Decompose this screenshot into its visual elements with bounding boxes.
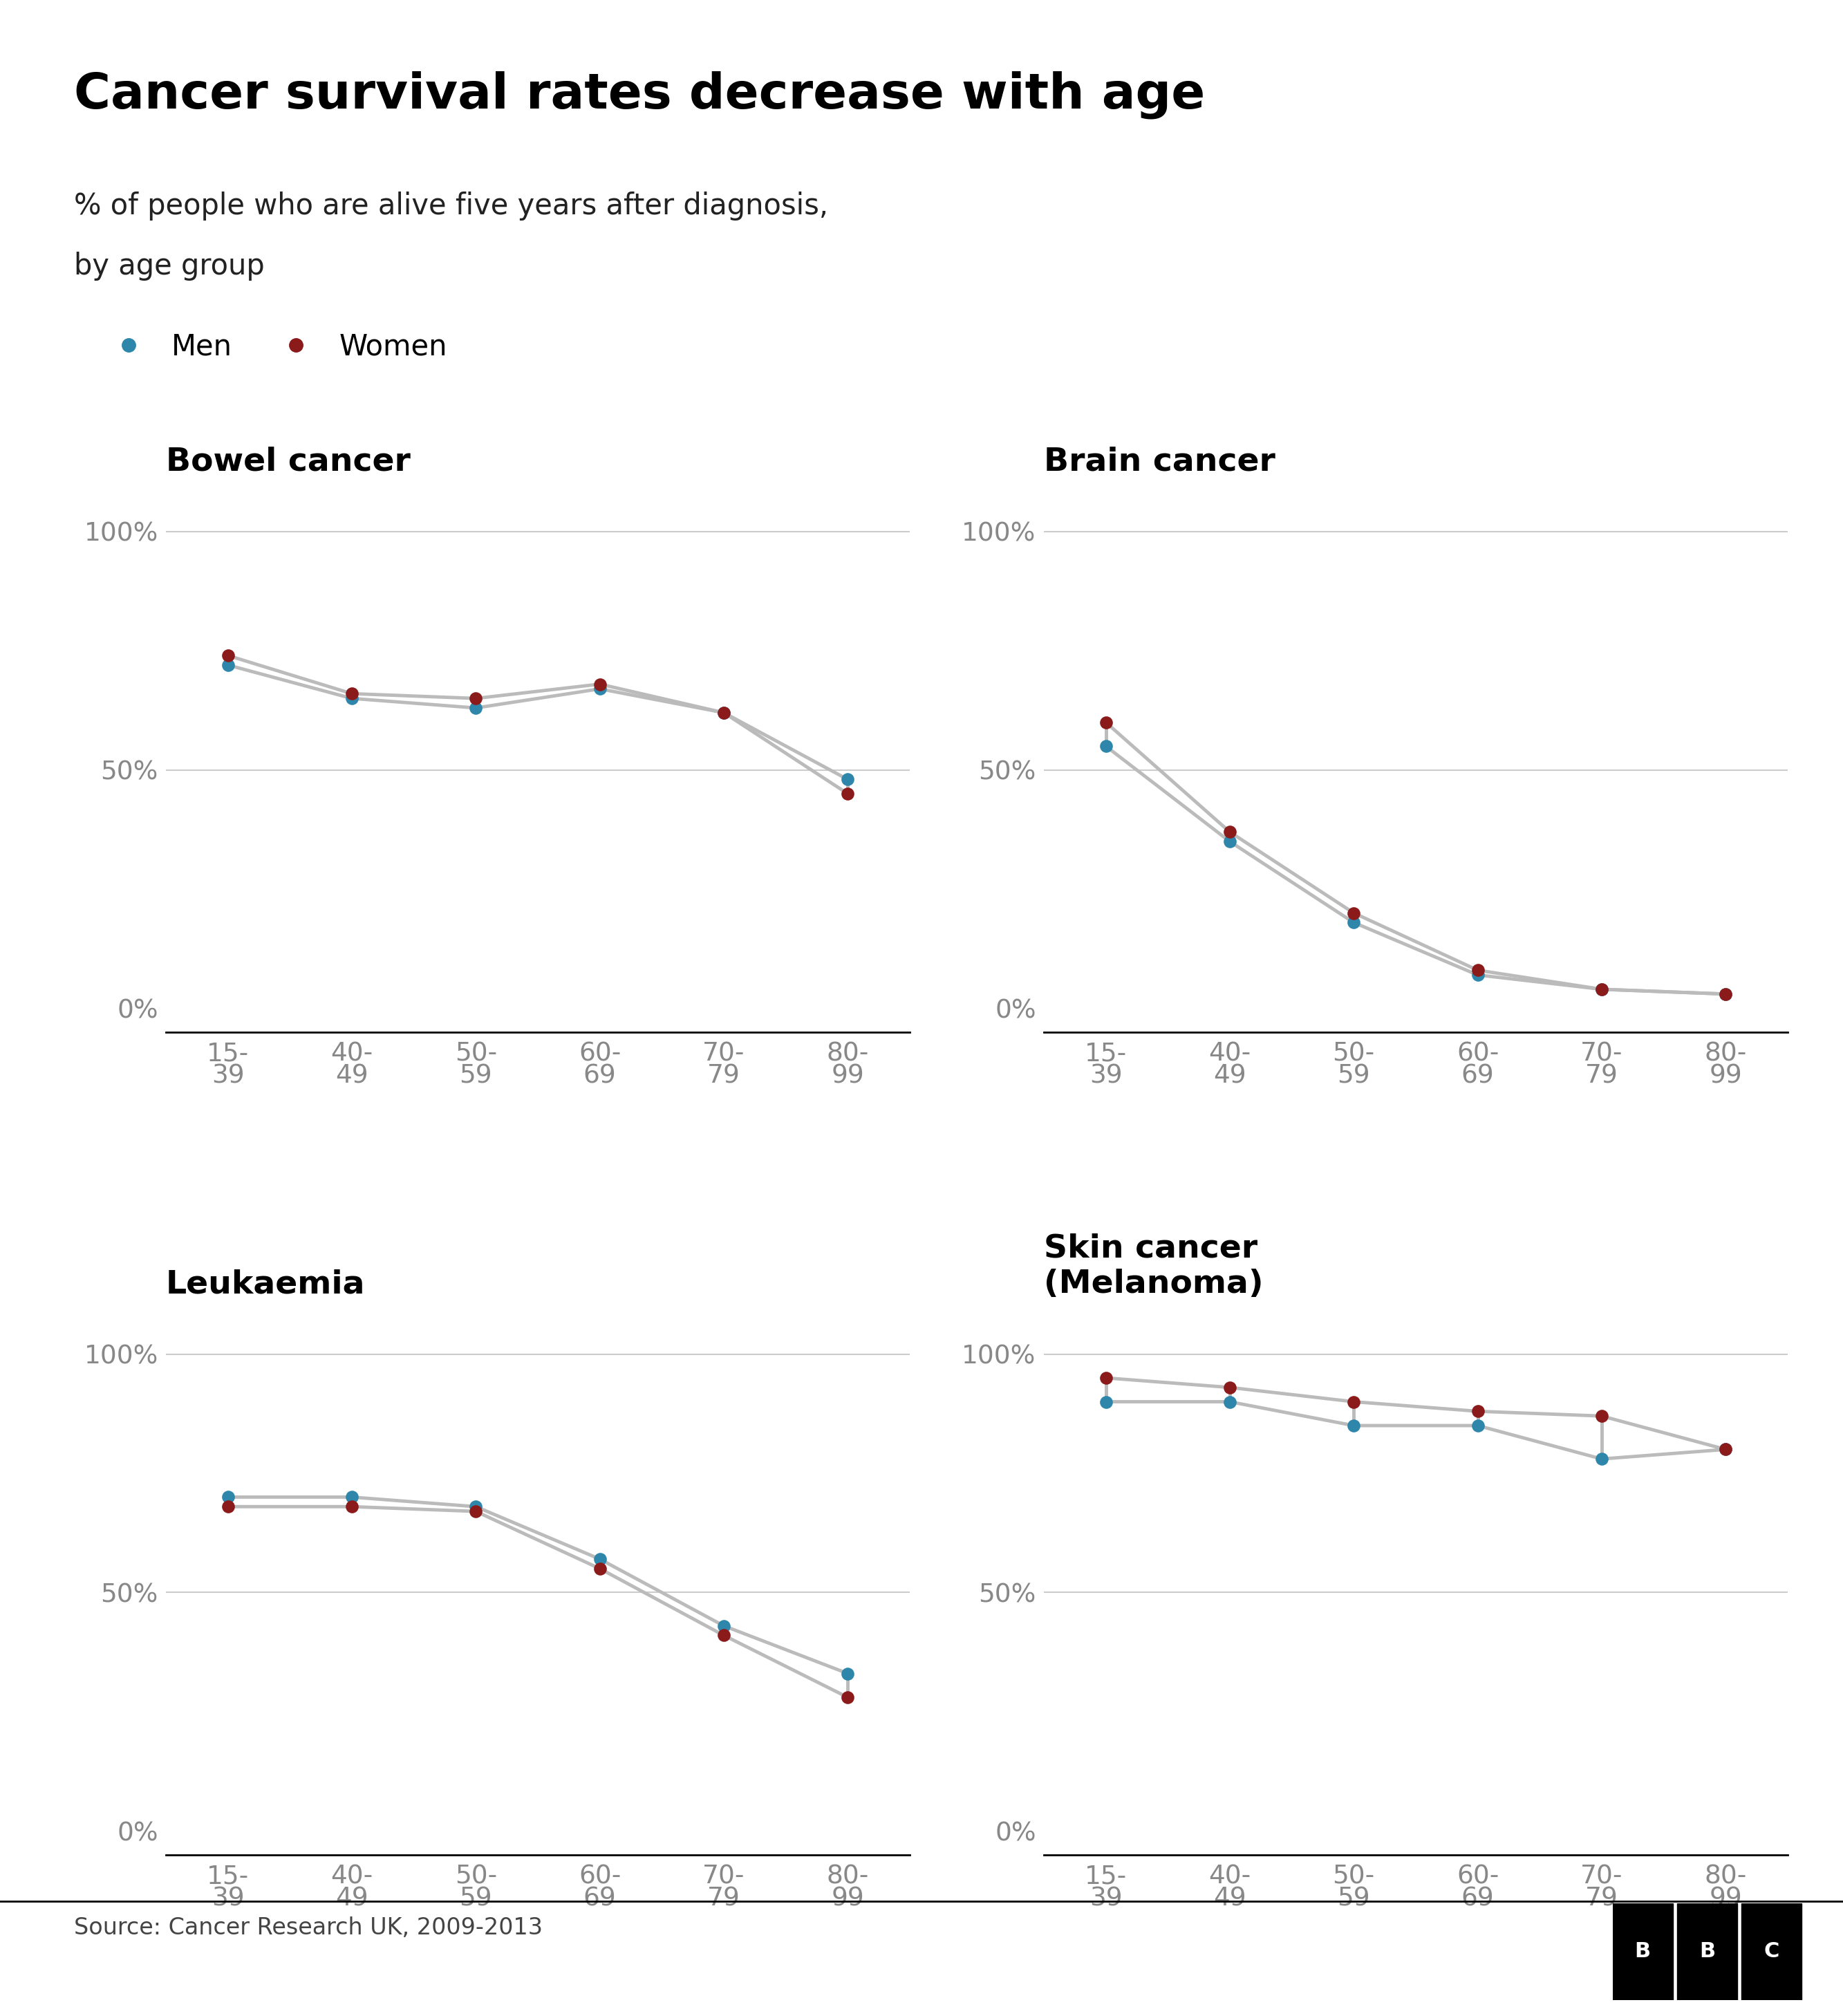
Point (1340, 897, 1369, 929)
Point (1710, 1433, 1740, 1466)
Point (337, 681, 367, 714)
Point (461, 1490, 490, 1522)
Point (1215, 1385, 1244, 1417)
Point (1215, 816, 1244, 849)
Point (710, 1619, 739, 1651)
Text: Brain cancer: Brain cancer (1043, 446, 1275, 478)
Bar (1742, 1903, 1802, 2000)
Point (833, 764, 863, 796)
Point (461, 691, 490, 724)
Point (214, 649, 243, 681)
Point (1463, 960, 1493, 992)
Point (1340, 1409, 1369, 1441)
Text: Source: Cancer Research UK, 2009-2013: Source: Cancer Research UK, 2009-2013 (74, 1917, 542, 1939)
Point (461, 681, 490, 714)
Point (1463, 1409, 1493, 1441)
Point (584, 1552, 614, 1585)
Point (1587, 1399, 1616, 1431)
Point (1091, 730, 1121, 762)
Point (1710, 1433, 1740, 1466)
Point (1587, 974, 1616, 1006)
Text: B: B (1699, 1941, 1716, 1962)
Point (1710, 978, 1740, 1010)
Text: Cancer survival rates decrease with age: Cancer survival rates decrease with age (74, 71, 1205, 119)
Point (584, 1542, 614, 1574)
Point (1340, 907, 1369, 939)
Point (710, 1609, 739, 1641)
Point (337, 1490, 367, 1522)
Text: Leukaemia: Leukaemia (166, 1268, 365, 1300)
Point (1091, 706, 1121, 738)
Text: by age group: by age group (74, 252, 264, 280)
Bar (1677, 1903, 1738, 2000)
Text: C: C (1764, 1941, 1780, 1962)
Point (833, 1681, 863, 1714)
Text: Skin cancer
(Melanoma): Skin cancer (Melanoma) (1043, 1232, 1262, 1300)
Point (214, 639, 243, 671)
Point (1215, 1371, 1244, 1403)
Point (1463, 1395, 1493, 1427)
Text: Bowel cancer: Bowel cancer (166, 446, 411, 478)
Point (584, 667, 614, 700)
Point (833, 778, 863, 810)
Point (833, 1657, 863, 1689)
Point (1587, 1443, 1616, 1476)
Text: B: B (1635, 1941, 1651, 1962)
Point (337, 1482, 367, 1514)
Text: % of people who are alive five years after diagnosis,: % of people who are alive five years aft… (74, 192, 828, 220)
Legend: Men, Women: Men, Women (88, 321, 459, 373)
Point (1710, 978, 1740, 1010)
Point (710, 698, 739, 730)
Point (1091, 1361, 1121, 1393)
Point (214, 1490, 243, 1522)
Point (1340, 1385, 1369, 1417)
Point (337, 677, 367, 710)
Point (214, 1482, 243, 1514)
Point (1463, 954, 1493, 986)
Point (1215, 825, 1244, 857)
Point (1587, 974, 1616, 1006)
Point (461, 1496, 490, 1528)
Bar (1613, 1903, 1673, 2000)
Point (584, 673, 614, 706)
Point (1091, 1385, 1121, 1417)
Point (710, 698, 739, 730)
